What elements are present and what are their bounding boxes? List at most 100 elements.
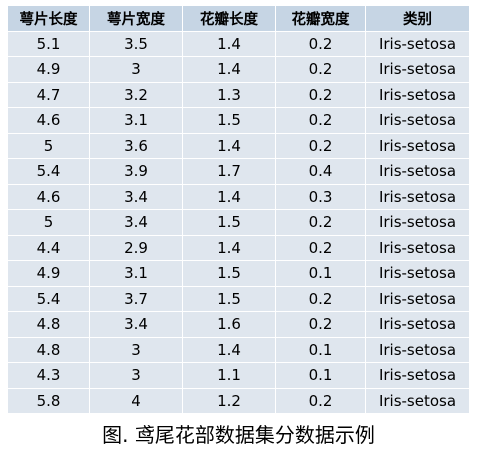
- cell-petal-width: 0.2: [275, 234, 366, 261]
- table-row: 4.3 3 1.1 0.1 Iris-setosa: [7, 362, 470, 389]
- cell-sepal-length: 4.9: [7, 260, 90, 287]
- cell-petal-length: 1.5: [182, 209, 276, 236]
- cell-sepal-width: 3.7: [89, 285, 183, 312]
- iris-data-table-container: 萼片长度 萼片宽度 花瓣长度 花瓣宽度 类别 5.1 3.5 1.4 0.2 Iris-…: [7, 5, 470, 414]
- cell-sepal-length: 4.3: [7, 362, 90, 389]
- table-header-row: 萼片长度 萼片宽度 花瓣长度 花瓣宽度 类别: [7, 5, 470, 32]
- cell-class: Iris-setosa: [365, 311, 470, 338]
- cell-sepal-length: 4.8: [7, 311, 90, 338]
- cell-petal-length: 1.2: [182, 387, 276, 414]
- cell-petal-width: 0.2: [275, 285, 366, 312]
- cell-petal-length: 1.4: [182, 336, 276, 363]
- cell-sepal-length: 5: [7, 132, 90, 159]
- cell-sepal-width: 3.4: [89, 183, 183, 210]
- cell-sepal-length: 4.9: [7, 56, 90, 83]
- header-sepal-width: 萼片宽度: [89, 5, 183, 32]
- cell-sepal-width: 3.4: [89, 209, 183, 236]
- cell-petal-width: 0.2: [275, 387, 366, 414]
- table-row: 4.7 3.2 1.3 0.2 Iris-setosa: [7, 81, 470, 108]
- cell-class: Iris-setosa: [365, 183, 470, 210]
- cell-class: Iris-setosa: [365, 362, 470, 389]
- table-row: 5 3.4 1.5 0.2 Iris-setosa: [7, 209, 470, 236]
- table-row: 5.4 3.7 1.5 0.2 Iris-setosa: [7, 285, 470, 312]
- header-sepal-length: 萼片长度: [7, 5, 90, 32]
- cell-sepal-width: 3.1: [89, 260, 183, 287]
- cell-sepal-length: 4.6: [7, 107, 90, 134]
- cell-class: Iris-setosa: [365, 260, 470, 287]
- table-row: 4.8 3.4 1.6 0.2 Iris-setosa: [7, 311, 470, 338]
- cell-class: Iris-setosa: [365, 387, 470, 414]
- table-row: 5.8 4 1.2 0.2 Iris-setosa: [7, 387, 470, 414]
- cell-class: Iris-setosa: [365, 107, 470, 134]
- figure-caption: 图. 鸢尾花部数据集分数据示例: [102, 423, 375, 447]
- cell-sepal-width: 4: [89, 387, 183, 414]
- cell-sepal-length: 4.4: [7, 234, 90, 261]
- cell-petal-length: 1.5: [182, 260, 276, 287]
- cell-petal-length: 1.3: [182, 81, 276, 108]
- cell-sepal-width: 3.1: [89, 107, 183, 134]
- cell-sepal-width: 3.4: [89, 311, 183, 338]
- iris-data-table: 萼片长度 萼片宽度 花瓣长度 花瓣宽度 类别 5.1 3.5 1.4 0.2 Iris-…: [7, 5, 470, 414]
- cell-class: Iris-setosa: [365, 132, 470, 159]
- cell-sepal-length: 4.8: [7, 336, 90, 363]
- cell-class: Iris-setosa: [365, 234, 470, 261]
- cell-sepal-length: 4.6: [7, 183, 90, 210]
- cell-class: Iris-setosa: [365, 209, 470, 236]
- table-row: 4.6 3.1 1.5 0.2 Iris-setosa: [7, 107, 470, 134]
- cell-sepal-length: 5.4: [7, 158, 90, 185]
- cell-sepal-length: 5.1: [7, 30, 90, 57]
- cell-petal-width: 0.3: [275, 183, 366, 210]
- cell-sepal-width: 3: [89, 336, 183, 363]
- cell-petal-width: 0.2: [275, 30, 366, 57]
- cell-petal-width: 0.1: [275, 362, 366, 389]
- cell-petal-length: 1.4: [182, 234, 276, 261]
- cell-petal-length: 1.4: [182, 183, 276, 210]
- cell-class: Iris-setosa: [365, 158, 470, 185]
- cell-petal-length: 1.4: [182, 56, 276, 83]
- cell-petal-width: 0.1: [275, 260, 366, 287]
- header-petal-length: 花瓣长度: [182, 5, 276, 32]
- cell-sepal-width: 3: [89, 56, 183, 83]
- cell-sepal-width: 3.2: [89, 81, 183, 108]
- table-body: 5.1 3.5 1.4 0.2 Iris-setosa 4.9 3 1.4 0.2 Iris-se…: [7, 30, 470, 414]
- cell-class: Iris-setosa: [365, 336, 470, 363]
- cell-petal-width: 0.1: [275, 336, 366, 363]
- cell-petal-length: 1.1: [182, 362, 276, 389]
- cell-petal-length: 1.4: [182, 132, 276, 159]
- table-row: 4.4 2.9 1.4 0.2 Iris-setosa: [7, 234, 470, 261]
- cell-sepal-width: 3.9: [89, 158, 183, 185]
- cell-sepal-length: 4.7: [7, 81, 90, 108]
- cell-petal-width: 0.4: [275, 158, 366, 185]
- cell-petal-width: 0.2: [275, 311, 366, 338]
- cell-class: Iris-setosa: [365, 56, 470, 83]
- cell-petal-width: 0.2: [275, 132, 366, 159]
- table-row: 5.1 3.5 1.4 0.2 Iris-setosa: [7, 30, 470, 57]
- cell-sepal-width: 2.9: [89, 234, 183, 261]
- cell-sepal-length: 5: [7, 209, 90, 236]
- cell-petal-width: 0.2: [275, 209, 366, 236]
- cell-petal-length: 1.6: [182, 311, 276, 338]
- cell-petal-width: 0.2: [275, 56, 366, 83]
- header-class: 类别: [365, 5, 470, 32]
- header-petal-width: 花瓣宽度: [275, 5, 366, 32]
- cell-class: Iris-setosa: [365, 30, 470, 57]
- cell-petal-length: 1.5: [182, 285, 276, 312]
- cell-petal-width: 0.2: [275, 107, 366, 134]
- cell-sepal-length: 5.8: [7, 387, 90, 414]
- cell-petal-length: 1.5: [182, 107, 276, 134]
- cell-sepal-length: 5.4: [7, 285, 90, 312]
- cell-class: Iris-setosa: [365, 81, 470, 108]
- table-row: 5 3.6 1.4 0.2 Iris-setosa: [7, 132, 470, 159]
- table-row: 4.6 3.4 1.4 0.3 Iris-setosa: [7, 183, 470, 210]
- cell-petal-width: 0.2: [275, 81, 366, 108]
- cell-petal-length: 1.7: [182, 158, 276, 185]
- cell-sepal-width: 3: [89, 362, 183, 389]
- table-row: 4.9 3 1.4 0.2 Iris-setosa: [7, 56, 470, 83]
- cell-sepal-width: 3.6: [89, 132, 183, 159]
- table-row: 5.4 3.9 1.7 0.4 Iris-setosa: [7, 158, 470, 185]
- cell-sepal-width: 3.5: [89, 30, 183, 57]
- table-row: 4.8 3 1.4 0.1 Iris-setosa: [7, 336, 470, 363]
- cell-class: Iris-setosa: [365, 285, 470, 312]
- cell-petal-length: 1.4: [182, 30, 276, 57]
- table-row: 4.9 3.1 1.5 0.1 Iris-setosa: [7, 260, 470, 287]
